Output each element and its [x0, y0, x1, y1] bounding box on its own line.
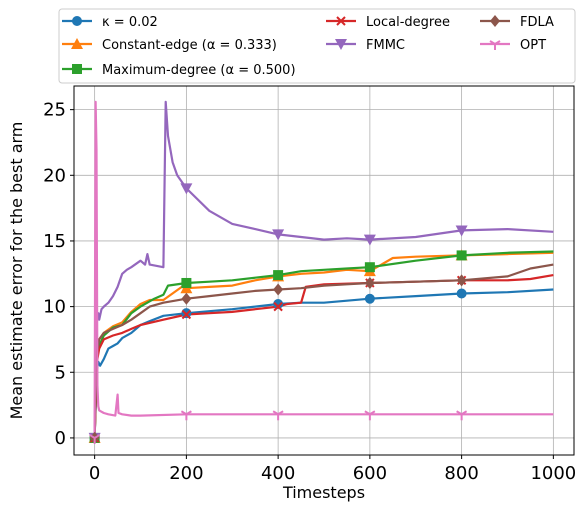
x-tick-label: 200 [169, 463, 203, 484]
legend-item-0: κ = 0.02 [62, 15, 158, 30]
y-tick-label: 0 [55, 428, 66, 449]
legend-swatch-marker [335, 39, 347, 50]
series-marker-4 [180, 183, 193, 195]
marker-stroke [461, 410, 468, 416]
series-marker-3 [181, 309, 192, 320]
series-marker-6 [364, 410, 376, 421]
legend-item-2: Maximum-degree (α = 0.500) [62, 63, 296, 78]
marker-stroke [369, 410, 376, 416]
series-marker-0 [273, 298, 284, 309]
series-marker-6 [180, 410, 192, 421]
legend-swatch-marker [336, 16, 346, 26]
legend-label: Local-degree [366, 15, 450, 30]
legend-label: Constant-edge (α = 0.333) [102, 38, 277, 53]
marker-stroke [456, 410, 463, 416]
series-lines [93, 100, 554, 438]
series-marker-4 [455, 225, 468, 237]
series-marker-2 [181, 277, 192, 288]
series-line-1 [93, 251, 554, 438]
marker-stroke [489, 40, 496, 45]
marker-stroke [272, 410, 279, 416]
x-axis-label: Timesteps [282, 483, 365, 502]
legend-swatch-marker [72, 16, 82, 26]
marker-stroke [277, 410, 284, 416]
x-tick-label: 400 [261, 463, 295, 484]
series-line-5 [93, 263, 554, 438]
grid-lines [74, 86, 574, 455]
series-marker-2 [456, 250, 467, 261]
x-tick-label: 1000 [530, 463, 576, 484]
marker-stroke [89, 434, 96, 439]
series-marker-4 [272, 229, 285, 241]
series-marker-5 [364, 276, 375, 289]
legend-label: OPT [520, 38, 546, 53]
marker-stroke [364, 410, 371, 416]
series-marker-5 [456, 274, 467, 287]
series-marker-5 [181, 292, 192, 305]
marker-stroke [336, 16, 346, 26]
marker-stroke [273, 301, 283, 312]
series-marker-6 [272, 410, 284, 421]
legend-item-5: FDLA [480, 15, 554, 30]
x-tick-label: 0 [89, 463, 100, 484]
series-marker-4 [363, 234, 376, 246]
legend-item-3: Local-degree [326, 15, 450, 30]
marker-stroke [180, 410, 187, 416]
marker-stroke [185, 410, 192, 416]
legend-swatch-marker [72, 64, 82, 74]
series-marker-6 [89, 434, 101, 444]
x-tick-label: 600 [353, 463, 387, 484]
legend-item-1: Constant-edge (α = 0.333) [62, 38, 277, 53]
y-tick-label: 15 [43, 231, 66, 252]
marker-stroke [494, 40, 501, 45]
y-tick-label: 20 [43, 165, 66, 186]
legend: κ = 0.02 Constant-edge (α = 0.333) Maximum… [58, 8, 576, 84]
x-tick-label: 800 [444, 463, 478, 484]
legend-label: Maximum-degree (α = 0.500) [102, 63, 296, 78]
series-marker-0 [456, 288, 467, 299]
legend-swatch-marker [489, 40, 501, 50]
legend-swatch-marker [490, 15, 500, 27]
y-axis-label: Mean estimate error for the best arm [7, 122, 26, 420]
marker-stroke [94, 434, 101, 439]
series-markers [88, 183, 468, 444]
marker-stroke [181, 309, 192, 320]
y-tick-label: 5 [55, 362, 66, 383]
series-line-4 [93, 100, 554, 438]
y-tick-label: 10 [43, 297, 66, 318]
axis-ticks: 0 200 400 600 800 1000 0 5 10 15 20 25 [43, 100, 576, 484]
legend-item-6: OPT [480, 38, 546, 53]
y-tick-label: 25 [43, 100, 66, 121]
legend-label: κ = 0.02 [102, 15, 158, 30]
legend-swatch-marker [71, 38, 83, 49]
legend-item-4: FMMC [326, 38, 405, 53]
legend-label: FMMC [366, 38, 405, 53]
series-marker-6 [456, 410, 468, 421]
series-marker-5 [273, 283, 284, 296]
series-line-0 [93, 288, 554, 438]
legend-box [58, 8, 576, 84]
plot-frame [73, 85, 575, 456]
series-marker-3 [273, 301, 283, 312]
legend-label: FDLA [520, 15, 554, 30]
series-marker-2 [273, 270, 284, 281]
series-marker-2 [364, 262, 375, 273]
series-marker-0 [364, 293, 375, 304]
